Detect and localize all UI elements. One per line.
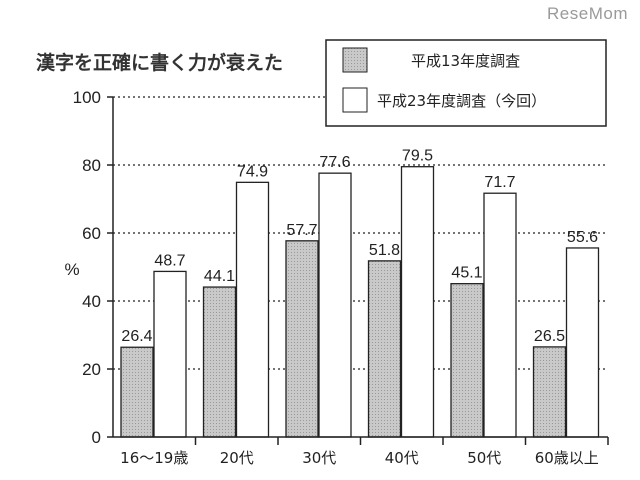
legend-swatch-h23 (342, 87, 368, 113)
legend-label-h13: 平成13年度調査 (411, 52, 520, 70)
data-label: 77.6 (319, 154, 350, 171)
data-label: 45.1 (451, 265, 482, 282)
legend: 平成13年度調査 平成23年度調査（今回） (325, 39, 607, 127)
bar-h13 (532, 346, 567, 438)
y-tick-label: 0 (92, 428, 101, 447)
bar-h13 (285, 240, 319, 438)
data-label: 48.7 (154, 252, 185, 269)
resemom-watermark: ReseMom (547, 4, 628, 23)
bar-h23 (235, 181, 270, 438)
data-label: 26.4 (121, 328, 152, 345)
bar-h13 (202, 286, 237, 438)
bar-h23 (483, 192, 517, 438)
data-label: 79.5 (402, 148, 433, 165)
axes: 0 20 40 60 80 100 16～19歳 20代 30代 40代 50代 60歳以上 (73, 88, 609, 467)
bar-h23 (318, 172, 352, 438)
bar-h23 (565, 247, 600, 438)
legend-box (325, 39, 607, 127)
y-tick-label: 40 (82, 292, 101, 311)
data-label: 71.7 (484, 174, 515, 191)
data-label: 51.8 (369, 242, 400, 259)
bars: 26.4 44.1 57.7 51.8 45.1 26.5 48.7 74.9 77.6 79.5… (120, 148, 600, 438)
bar-h13 (367, 260, 402, 438)
data-label: 74.9 (237, 163, 268, 180)
chart-title: 漢字を正確に書く力が衰えた (36, 52, 284, 74)
x-category-label: 40代 (385, 449, 419, 467)
bar-h13 (120, 346, 154, 438)
x-category-label: 50代 (467, 449, 501, 467)
bar-h23 (153, 270, 187, 438)
data-label: 55.6 (567, 229, 598, 246)
bar-h13 (450, 283, 484, 438)
x-category-label: 16～19歳 (120, 449, 188, 467)
legend-label-h23: 平成23年度調査（今回） (377, 92, 546, 110)
data-label: 26.5 (534, 328, 565, 345)
x-category-label: 20代 (220, 449, 254, 467)
y-tick-label: 20 (82, 360, 101, 379)
y-tick-label: 60 (82, 224, 101, 243)
y-axis-label: % (64, 260, 79, 279)
data-label: 44.1 (204, 268, 235, 285)
legend-swatch-h13 (342, 47, 368, 73)
x-category-label: 60歳以上 (535, 449, 599, 467)
x-category-label: 30代 (302, 449, 336, 467)
data-label: 57.7 (286, 222, 317, 239)
y-tick-label: 80 (82, 156, 101, 175)
y-tick-label: 100 (73, 88, 101, 107)
bar-h23 (400, 166, 435, 438)
